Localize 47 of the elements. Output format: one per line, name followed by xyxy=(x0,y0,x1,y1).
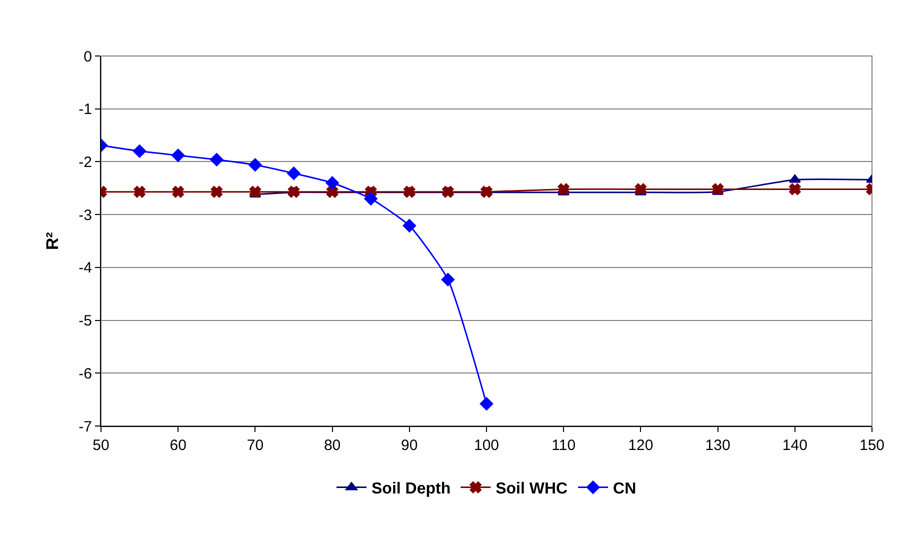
point xyxy=(404,186,416,198)
legend-label: Soil WHC xyxy=(496,480,568,498)
point xyxy=(788,174,801,183)
point xyxy=(789,183,801,196)
y-tick-label: -2 xyxy=(78,154,92,171)
x-tick-label: 120 xyxy=(628,437,654,454)
y-tick-label: -7 xyxy=(78,418,92,436)
x-tick-label: 90 xyxy=(401,437,418,454)
y-tick-label: -5 xyxy=(78,312,92,330)
point xyxy=(172,148,185,162)
legend-label: CN xyxy=(613,480,636,498)
point xyxy=(558,183,570,196)
point xyxy=(442,186,454,198)
y-axis-title: R² xyxy=(43,232,62,250)
y-tick-label: 0 xyxy=(84,48,92,66)
x-tick-label: 150 xyxy=(859,437,885,454)
x-tick-label: 110 xyxy=(552,437,576,454)
y-tick-label: -3 xyxy=(78,206,92,224)
point xyxy=(326,186,338,198)
point xyxy=(288,186,300,198)
point xyxy=(134,186,146,198)
point xyxy=(210,186,222,198)
x-tick-label: 130 xyxy=(705,437,730,454)
x-tick-label: 80 xyxy=(324,437,341,454)
x-tick-label: 50 xyxy=(92,437,110,454)
y-tick-label: -1 xyxy=(78,101,92,118)
point xyxy=(248,158,262,172)
point xyxy=(132,144,146,158)
point xyxy=(712,183,724,196)
x-tick-label: 70 xyxy=(246,437,264,454)
point xyxy=(441,272,455,286)
x-tick-label: 60 xyxy=(170,437,186,454)
point xyxy=(210,153,224,166)
point xyxy=(480,186,492,198)
point xyxy=(480,397,494,410)
legend-label: Soil Depth xyxy=(372,480,451,498)
point xyxy=(249,186,262,198)
point xyxy=(172,186,184,198)
point xyxy=(634,183,647,196)
x-tick-label: 140 xyxy=(782,437,808,454)
point xyxy=(402,219,416,232)
point xyxy=(287,166,300,180)
y-tick-label: -6 xyxy=(78,365,92,382)
point xyxy=(326,176,339,190)
point xyxy=(364,192,378,206)
x-tick-label: 100 xyxy=(474,437,500,454)
y-tick-label: -4 xyxy=(78,260,92,277)
